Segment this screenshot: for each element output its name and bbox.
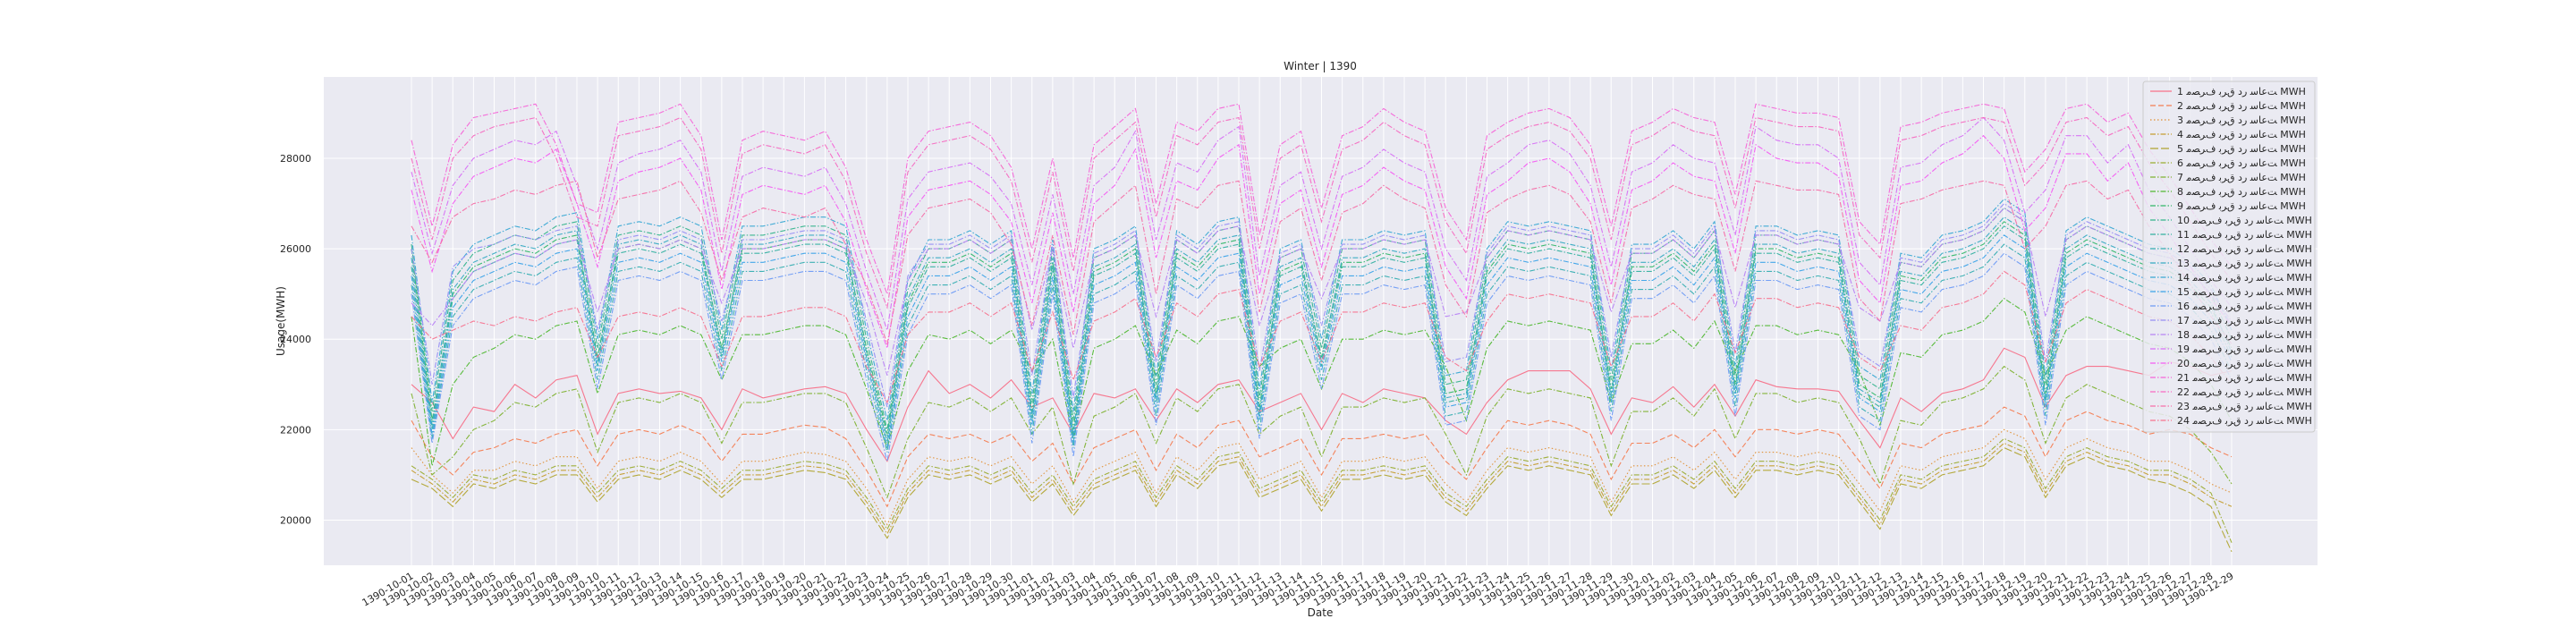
series-line-24	[411, 270, 2233, 404]
y-axis-ticks: 20000 22000 24000 26000 28000	[280, 153, 311, 526]
y-tick-label: 20000	[280, 514, 311, 526]
series-line-14	[411, 198, 2233, 421]
legend-entry-label: ﺖﻋﺎﺳ ﺭﺩ ﻕﺮﺑ ﻑﺮﺼﻣ 13 MWH	[2177, 258, 2312, 269]
legend-entry-label: ﺖﻋﺎﺳ ﺭﺩ ﻕﺮﺑ ﻑﺮﺼﻣ 16 MWH	[2177, 301, 2312, 312]
legend-entry-label: ﺖﻋﺎﺳ ﺭﺩ ﻕﺮﺑ ﻑﺮﺼﻣ 17 MWH	[2177, 315, 2312, 326]
legend-entry-label: ﺖﻋﺎﺳ ﺭﺩ ﻕﺮﺑ ﻑﺮﺼﻣ 11 MWH	[2177, 229, 2312, 241]
series-line-20	[411, 134, 2233, 349]
legend-entry-label: ﺖﻋﺎﺳ ﺭﺩ ﻕﺮﺑ ﻑﺮﺼﻣ 10 MWH	[2177, 215, 2312, 226]
legend-entry-label: ﺖﻋﺎﺳ ﺭﺩ ﻕﺮﺑ ﻑﺮﺼﻣ 1 MWH	[2177, 86, 2306, 97]
series-line-11	[411, 225, 2233, 444]
legend-entry-label: ﺖﻋﺎﺳ ﺭﺩ ﻕﺮﺑ ﻑﺮﺼﻣ 6 MWH	[2177, 157, 2306, 169]
series-line-3	[411, 428, 2233, 526]
legend-entry-label: ﺖﻋﺎﺳ ﺭﺩ ﻕﺮﺑ ﻑﺮﺼﻣ 22 MWH	[2177, 386, 2312, 398]
y-tick-label: 26000	[280, 243, 311, 255]
series-line-21	[411, 103, 2233, 296]
series-line-13	[411, 216, 2233, 439]
series-line-19	[411, 116, 2233, 331]
y-tick-label: 22000	[280, 424, 311, 436]
legend-entry-label: ﺖﻋﺎﺳ ﺭﺩ ﻕﺮﺑ ﻑﺮﺼﻣ 12 MWH	[2177, 243, 2312, 255]
series-lines	[411, 103, 2233, 553]
series-line-7	[411, 365, 2233, 499]
series-line-16	[411, 252, 2233, 462]
series-line-17	[411, 202, 2233, 408]
legend-entry-label: ﺖﻋﺎﺳ ﺭﺩ ﻕﺮﺑ ﻑﺮﺼﻣ 19 MWH	[2177, 343, 2312, 355]
legend: ﺖﻋﺎﺳ ﺭﺩ ﻕﺮﺑ ﻑﺮﺼﻣ 1 MWH ﺖﻋﺎﺳ ﺭﺩ ﻕﺮﺑ ﻑﺮﺼﻣ 2…	[2142, 80, 2316, 433]
legend-entry-label: ﺖﻋﺎﺳ ﺭﺩ ﻕﺮﺑ ﻑﺮﺼﻣ 24 MWH	[2177, 415, 2312, 427]
legend-entry-label: ﺖﻋﺎﺳ ﺭﺩ ﻕﺮﺑ ﻑﺮﺼﻣ 21 MWH	[2177, 372, 2312, 384]
series-line-6	[411, 437, 2233, 543]
series-line-23	[411, 180, 2233, 346]
legend-entry-label: ﺖﻋﺎﺳ ﺭﺩ ﻕﺮﺑ ﻑﺮﺼﻣ 2 MWH	[2177, 100, 2306, 112]
y-tick-label: 28000	[280, 153, 311, 165]
y-axis-title: Usage(MWH)	[275, 286, 287, 356]
series-line-12	[411, 243, 2233, 453]
legend-entry-label: ﺖﻋﺎﺳ ﺭﺩ ﻕﺮﺑ ﻑﺮﺼﻣ 23 MWH	[2177, 401, 2312, 412]
legend-entry-label: ﺖﻋﺎﺳ ﺭﺩ ﻕﺮﺑ ﻑﺮﺼﻣ 14 MWH	[2177, 272, 2312, 284]
series-line-1	[411, 347, 2233, 462]
series-line-5	[411, 446, 2233, 553]
series-line-15	[411, 234, 2233, 448]
legend-entry-label: ﺖﻋﺎﺳ ﺭﺩ ﻕﺮﺑ ﻑﺮﺼﻣ 4 MWH	[2177, 129, 2306, 140]
legend-entry-label: ﺖﻋﺎﺳ ﺭﺩ ﻕﺮﺑ ﻑﺮﺼﻣ 9 MWH	[2177, 200, 2306, 212]
series-line-2	[411, 406, 2233, 508]
y-tick-label: 24000	[280, 334, 311, 345]
series-line-22	[411, 116, 2233, 309]
x-axis-title: Date	[1308, 606, 1334, 619]
legend-entry-label: ﺖﻋﺎﺳ ﺭﺩ ﻕﺮﺑ ﻑﺮﺼﻣ 8 MWH	[2177, 186, 2306, 198]
series-line-18	[411, 207, 2233, 376]
legend-entry-label: ﺖﻋﺎﺳ ﺭﺩ ﻕﺮﺑ ﻑﺮﺼﻣ 15 MWH	[2177, 286, 2312, 298]
series-line-9	[411, 221, 2233, 435]
legend-entry-label: ﺖﻋﺎﺳ ﺭﺩ ﻕﺮﺑ ﻑﺮﺼﻣ 7 MWH	[2177, 172, 2306, 183]
legend-entry-label: ﺖﻋﺎﺳ ﺭﺩ ﻕﺮﺑ ﻑﺮﺼﻣ 3 MWH	[2177, 114, 2306, 126]
legend-box	[2142, 80, 2316, 433]
legend-entry-label: ﺖﻋﺎﺳ ﺭﺩ ﻕﺮﺑ ﻑﺮﺼﻣ 18 MWH	[2177, 329, 2312, 341]
legend-entry-label: ﺖﻋﺎﺳ ﺭﺩ ﻕﺮﺑ ﻑﺮﺼﻣ 20 MWH	[2177, 358, 2312, 369]
chart-title: Winter | 1390	[1284, 60, 1357, 72]
plot-area	[324, 77, 2318, 565]
legend-entry-label: ﺖﻋﺎﺳ ﺭﺩ ﻕﺮﺑ ﻑﺮﺼﻣ 5 MWH	[2177, 143, 2306, 155]
series-line-4	[411, 442, 2233, 535]
